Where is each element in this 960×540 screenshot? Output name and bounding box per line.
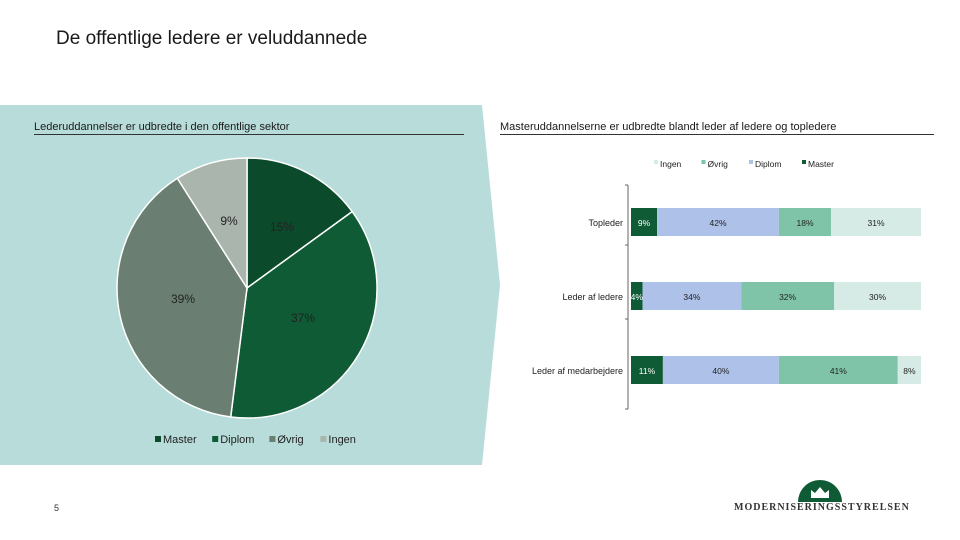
bar-segment-diplom	[662, 356, 779, 384]
bar-value-label: 4%	[631, 292, 644, 302]
bar-segment-øvrig	[778, 208, 832, 236]
bar-chart-title: Masteruddannelserne er udbredte blandt l…	[500, 121, 837, 133]
legend-label: Ingen	[328, 434, 356, 446]
bar-segment-diplom	[642, 282, 742, 310]
legend-swatch	[155, 436, 161, 442]
bar-segment-øvrig	[741, 282, 834, 310]
pie-slice-master	[246, 157, 354, 290]
pie-value-label: 37%	[291, 311, 315, 325]
bar-segment-master	[631, 356, 663, 384]
legend-label: Øvrig	[277, 434, 303, 446]
bar-value-label: 18%	[796, 218, 813, 228]
legend-label: Øvrig	[708, 159, 729, 169]
content-panel: Lederuddannelser er udbredte i den offen…	[0, 105, 960, 465]
pie-slice-ingen	[176, 157, 248, 291]
bar-value-label: 40%	[712, 366, 729, 376]
bar-segment-øvrig	[778, 356, 898, 384]
page-number: 5	[54, 503, 60, 513]
pie-value-label: 39%	[171, 292, 195, 306]
legend-label: Diplom	[220, 434, 254, 446]
category-label: Leder af ledere	[562, 292, 623, 302]
legend-swatch	[701, 160, 706, 164]
logo-text: MODERNISERINGSSTYRELSEN	[734, 502, 910, 513]
stacked-bar-chart: Topleder 9% 42% 18% 31% Leder af ledere 4% 34% 3…	[532, 159, 921, 410]
category-label: Topleder	[588, 218, 623, 228]
bar-value-label: 8%	[903, 366, 916, 376]
pie-chart: 15% 37% 39% 9% Master Diplom Øvrig Ingen	[116, 157, 378, 446]
pie-slice-diplom	[229, 210, 378, 419]
pie-value-label: 9%	[220, 214, 238, 228]
category-label: Leder af medarbejdere	[532, 366, 623, 376]
bar-value-label: 11%	[639, 366, 656, 376]
legend-swatch	[320, 436, 327, 442]
legend-swatch	[749, 160, 753, 164]
bar-segment-ingen	[897, 356, 921, 384]
pie-value-label: 15%	[270, 220, 294, 234]
pie-title-rule	[34, 134, 464, 135]
legend-swatch	[269, 436, 276, 442]
bar-segment-master	[631, 208, 658, 236]
legend-label: Master	[163, 434, 197, 446]
bar-value-label: 41%	[830, 366, 847, 376]
legend-swatch	[212, 436, 219, 442]
bar-segment-diplom	[657, 208, 779, 236]
bar-value-label: 30%	[869, 292, 886, 302]
bar-title-rule	[500, 134, 934, 135]
bar-value-label: 9%	[638, 218, 651, 228]
bar-value-label: 42%	[709, 218, 726, 228]
bar-value-label: 32%	[779, 292, 796, 302]
legend-label: Ingen	[660, 159, 682, 169]
crown-icon	[798, 480, 842, 502]
legend-swatch	[654, 160, 658, 164]
bar-value-label: 31%	[868, 218, 885, 228]
bar-segment-master	[631, 282, 643, 310]
bar-segment-ingen	[834, 282, 921, 310]
legend-label: Master	[808, 159, 834, 169]
bar-value-label: 34%	[683, 292, 700, 302]
bar-segment-ingen	[831, 208, 921, 236]
pie-chart-title: Lederuddannelser er udbredte i den offen…	[34, 121, 290, 133]
legend-swatch	[802, 160, 806, 164]
page-title: De offentlige ledere er veluddannede	[56, 28, 368, 49]
legend-label: Diplom	[755, 159, 781, 169]
